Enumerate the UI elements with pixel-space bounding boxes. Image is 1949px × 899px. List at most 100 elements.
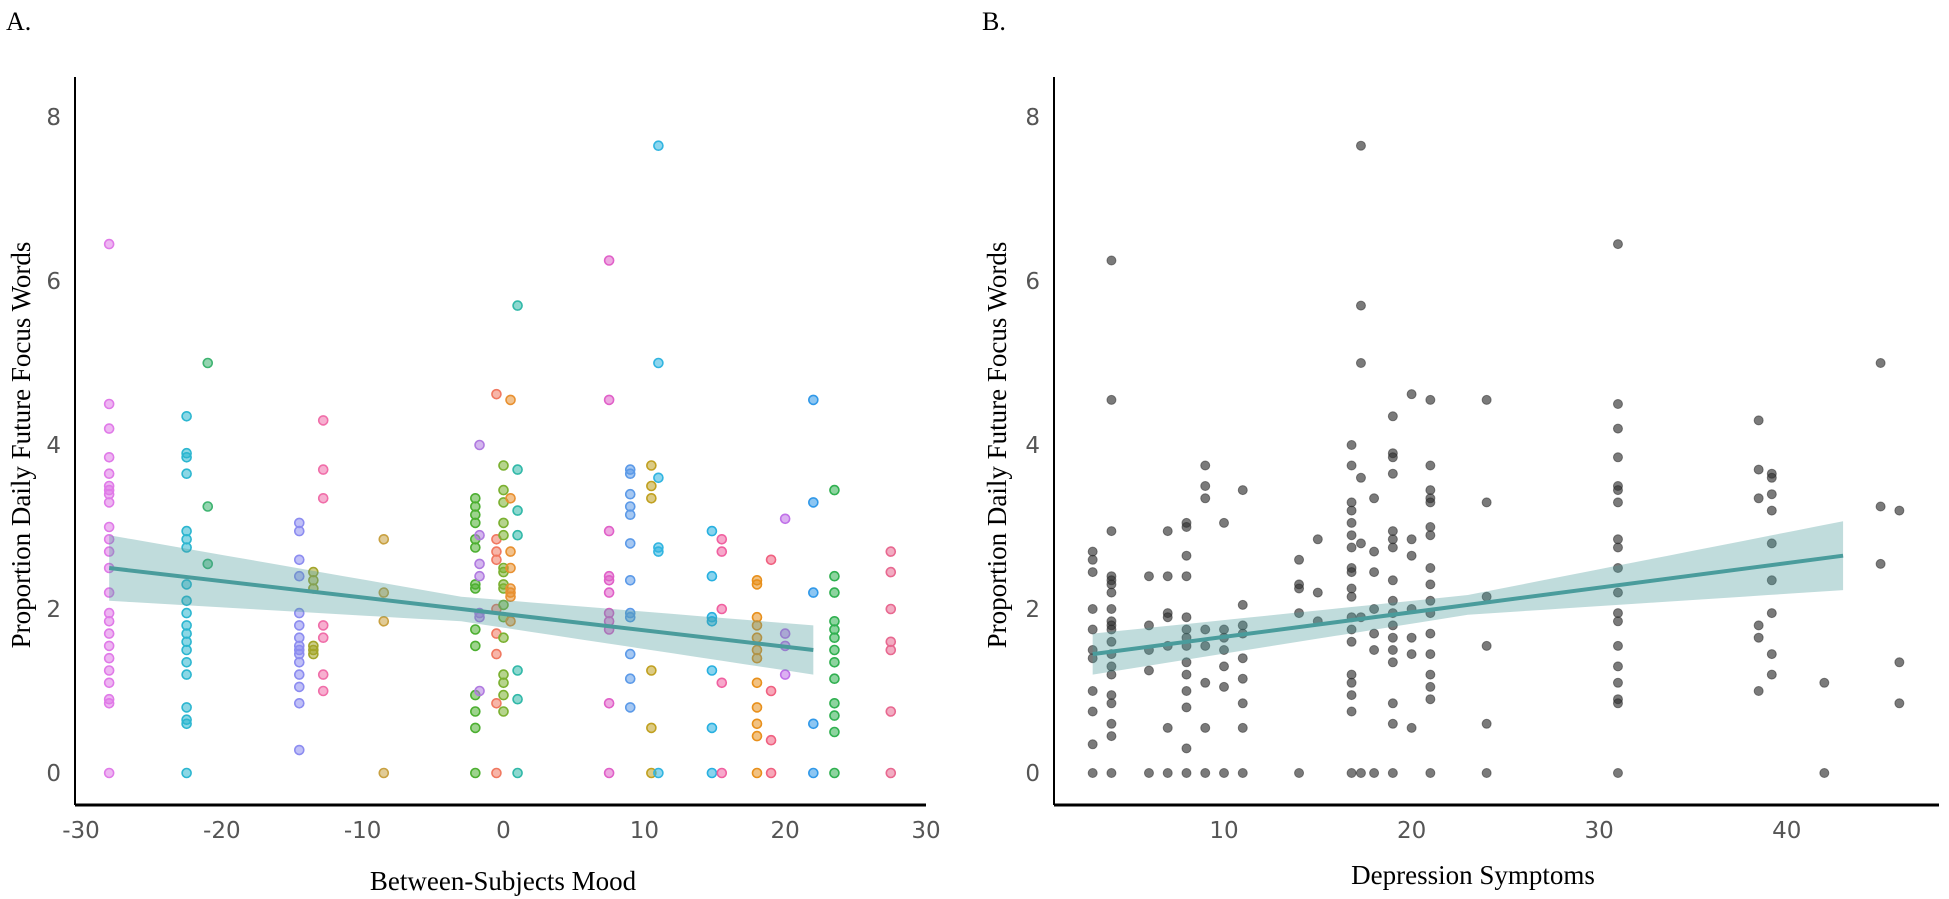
- panel-b-data-point: [1753, 464, 1764, 475]
- panel-a-data-point: [885, 603, 897, 615]
- panel-b-data-point: [1106, 718, 1117, 729]
- panel-b-x-tick-label: 40: [1772, 818, 1801, 844]
- panel-b-data-point: [1406, 389, 1417, 400]
- panel-a-data-point: [603, 767, 615, 779]
- panel-a-data-point: [829, 697, 840, 709]
- panel-b-data-point: [1387, 468, 1398, 479]
- panel-a-data-point: [765, 767, 777, 779]
- panel-a-data-point: [779, 628, 791, 639]
- panel-a-data-point: [646, 665, 657, 676]
- panel-a-data-point: [512, 529, 523, 541]
- panel-a-data-point: [829, 767, 840, 779]
- panel-b-data-point: [1875, 358, 1886, 368]
- panel-a-data-point: [498, 517, 509, 529]
- panel-a-data-point: [646, 492, 657, 504]
- panel-a-data-point: [505, 546, 516, 557]
- panel-b-data-point: [1219, 645, 1229, 655]
- panel-b-data-point: [1181, 669, 1192, 680]
- panel-b-confidence-band: [1092, 521, 1844, 675]
- panel-b-plot: 0 2 4 6 8 10 20 30 40: [1025, 77, 1939, 844]
- panel-b-data-point: [1312, 534, 1323, 545]
- panel-b-data-point: [1355, 768, 1366, 778]
- panel-a-data-point: [751, 652, 763, 664]
- panel-b-data-point: [1346, 440, 1357, 450]
- panel-b-data-point: [1219, 768, 1229, 778]
- panel-a-data-point: [653, 140, 664, 151]
- panel-b-y-axis-title: Proportion Daily Future Focus Words: [982, 242, 1012, 649]
- panel-a-data-point: [293, 656, 305, 668]
- panel-a-data-point: [474, 570, 485, 582]
- panel-b-data-point: [1346, 669, 1357, 680]
- panel-a-data-point: [624, 702, 636, 713]
- panel-b-data-point: [1106, 624, 1117, 635]
- panel-a-data-point: [317, 669, 329, 680]
- panel-a-data-point: [103, 398, 115, 410]
- panel-b-data-point: [1766, 538, 1777, 549]
- panel-b-data-point: [1369, 768, 1380, 778]
- panel-b-data-point: [1087, 546, 1098, 557]
- panel-a-data-point: [646, 722, 657, 734]
- panel-b-data-point: [1355, 358, 1366, 368]
- panel-b-data-point: [1294, 608, 1305, 619]
- panel-a-data-point: [706, 767, 718, 779]
- panel-a-data-point: [829, 587, 840, 598]
- panel-a-data-point: [808, 587, 819, 598]
- panel-b-data-point: [1294, 583, 1305, 594]
- panel-b-data-point: [1312, 587, 1323, 598]
- panel-a-data-point: [646, 480, 657, 492]
- panel-b-data-point: [1200, 677, 1211, 688]
- panel-b-data-point: [1181, 686, 1192, 696]
- panel-a-data-point: [505, 615, 516, 627]
- panel-b-data-point: [1087, 739, 1098, 750]
- panel-a-data-point: [512, 505, 523, 516]
- panel-a-data-point: [653, 546, 664, 557]
- panel-a-y-tick-label: 0: [46, 761, 61, 787]
- panel-a-data-point: [829, 632, 840, 644]
- panel-a-data-point: [103, 615, 115, 627]
- panel-a-x-tick-label: -10: [344, 818, 382, 844]
- panel-b-data-point: [1387, 645, 1398, 655]
- panel-b-data-point: [1346, 505, 1357, 516]
- panel-a-data-point: [603, 394, 615, 406]
- panel-a-data-point: [512, 693, 523, 705]
- panel-a-data-point: [470, 583, 481, 594]
- panel-a-data-point: [505, 492, 516, 504]
- panel-a-data-point: [779, 513, 791, 525]
- panel-a-x-tick-label: 30: [911, 818, 940, 844]
- panel-b-data-point: [1387, 542, 1398, 553]
- panel-b-data-point: [1162, 526, 1173, 537]
- panel-a-data-point: [181, 718, 192, 730]
- panel-a-y-axis-title: Proportion Daily Future Focus Words: [6, 242, 36, 649]
- panel-b-data-point: [1106, 636, 1117, 647]
- panel-a-data-point: [512, 665, 523, 676]
- panel-b-data-point: [1425, 649, 1436, 660]
- panel-b-y-tick-label: 2: [1025, 597, 1040, 623]
- panel-b-data-point: [1406, 550, 1417, 561]
- panel-a-data-point: [474, 439, 485, 451]
- panel-a-data-point: [603, 587, 615, 598]
- panel-b-data-point: [1425, 768, 1436, 778]
- panel-a-x-axis-title: Between-Subjects Mood: [370, 866, 637, 896]
- panel-a-y-tick-label: 4: [46, 433, 61, 459]
- panel-b-data-point: [1181, 612, 1192, 623]
- panel-b-data-point: [1369, 567, 1380, 578]
- panel-a-data-point: [498, 484, 509, 496]
- panel-a-data-point: [181, 607, 192, 619]
- panel-a-data-point: [293, 570, 305, 582]
- panel-b-data-point: [1369, 604, 1380, 614]
- panel-b-data-point: [1087, 554, 1098, 565]
- panel-a-data-point: [181, 767, 192, 779]
- panel-b-data-point: [1087, 768, 1098, 778]
- panel-a-data-point: [765, 734, 777, 746]
- panel-a-data-point: [103, 652, 115, 664]
- panel-b-data-point: [1481, 497, 1492, 508]
- panel-b-data-point: [1106, 579, 1117, 590]
- panel-b-data-point: [1369, 493, 1380, 504]
- panel-b-data-point: [1181, 702, 1192, 713]
- panel-b-data-point: [1162, 571, 1173, 582]
- panel-a-data-point: [716, 533, 728, 545]
- panel-b-data-point: [1200, 460, 1211, 471]
- panel-b-data-point: [1425, 497, 1436, 508]
- panel-a-y-tick-label: 8: [46, 105, 61, 131]
- panel-b-data-point: [1346, 624, 1357, 635]
